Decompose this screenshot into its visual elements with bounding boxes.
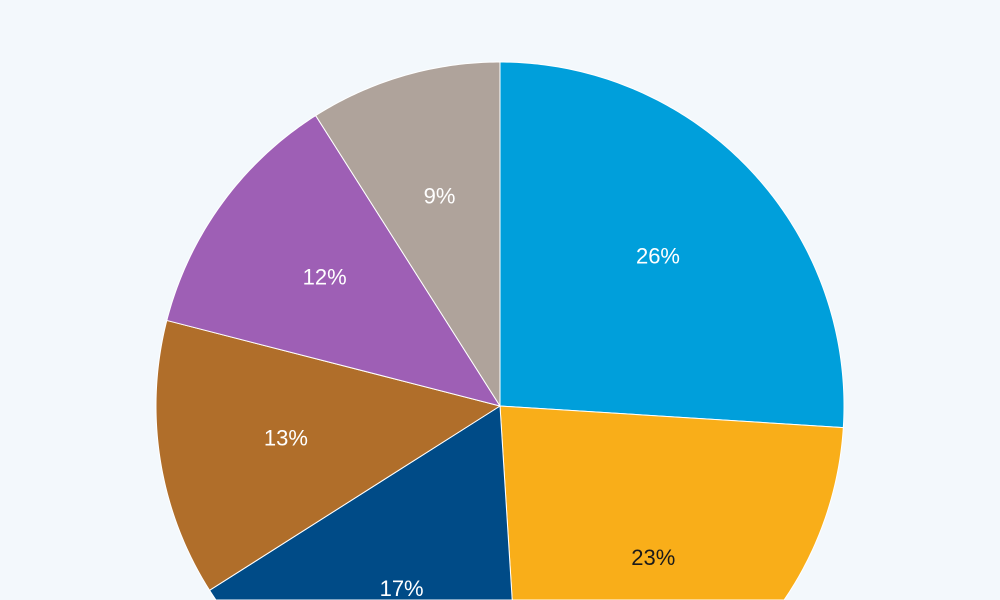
slice-label: 12% xyxy=(303,264,347,289)
pie-slice xyxy=(166,114,502,407)
pie-labels: 26% 23% 17% 13% 12% 9% xyxy=(264,184,680,600)
pie-slices xyxy=(155,61,845,600)
slice-label: 9% xyxy=(424,184,456,209)
pie-slice xyxy=(499,61,845,429)
pie-slice xyxy=(208,405,513,600)
pie-slice xyxy=(499,405,844,600)
slice-label: 13% xyxy=(264,426,308,451)
slice-label: 17% xyxy=(380,576,424,600)
slice-label: 26% xyxy=(636,243,680,268)
slice-label: 23% xyxy=(631,545,675,570)
pie-slice xyxy=(155,319,502,592)
pie-slice xyxy=(314,61,501,408)
